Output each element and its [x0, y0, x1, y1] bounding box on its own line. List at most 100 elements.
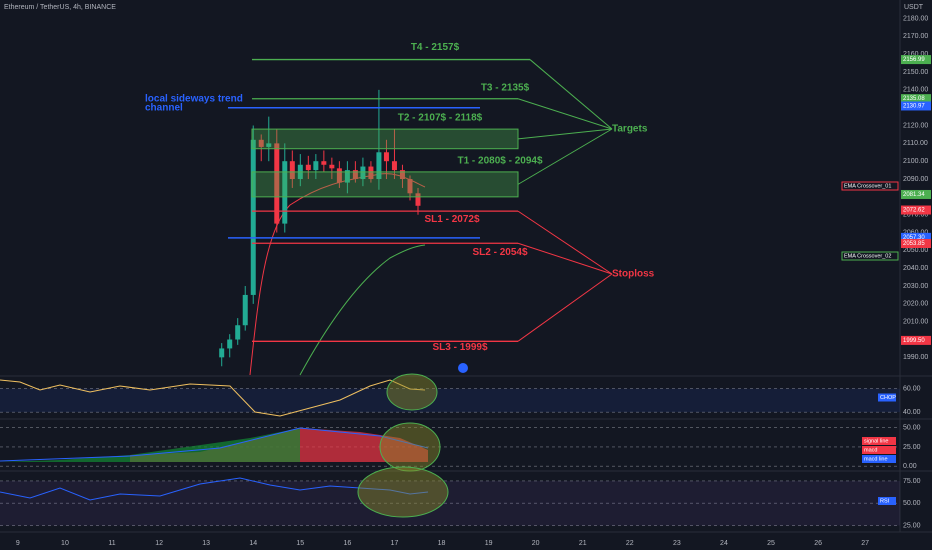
candle-body — [235, 325, 241, 340]
y-tick-label: 2150.00 — [903, 69, 928, 76]
y-tick-label: 2040.00 — [903, 265, 928, 272]
decorations — [0, 173, 468, 518]
y-tick-label: 2020.00 — [903, 301, 928, 308]
x-tick-label: 16 — [343, 540, 351, 547]
x-tick-label: 27 — [861, 540, 869, 547]
candle-body — [391, 161, 397, 171]
level-label: T4 - 2157$ — [411, 42, 460, 53]
macd-histogram-up — [0, 428, 300, 462]
candle-body — [383, 152, 389, 162]
legend-label: CHOP — [880, 395, 896, 401]
candle-body — [274, 143, 280, 224]
x-tick-label: 13 — [202, 540, 210, 547]
arrow — [517, 210, 613, 275]
candle-body — [415, 193, 421, 206]
x-tick-label: 23 — [673, 540, 681, 547]
pane-tick-label: 0.00 — [903, 463, 917, 470]
x-tick-label: 12 — [155, 540, 163, 547]
macd-line — [0, 427, 429, 462]
ema-slow — [299, 244, 426, 376]
pane-tick-label: 25.00 — [903, 444, 921, 451]
candle-body — [344, 170, 350, 183]
y-tick-label: 1990.00 — [903, 354, 928, 361]
channel-label: local sideways trend — [145, 94, 243, 105]
x-tick-label: 25 — [767, 540, 775, 547]
candle-body — [266, 143, 272, 147]
level-label: SL1 - 2072$ — [424, 214, 479, 225]
legend-label: macd — [864, 447, 877, 453]
highlight — [357, 466, 449, 518]
candle-body — [352, 170, 358, 180]
candle-body — [289, 161, 295, 180]
x-tick-label: 21 — [579, 540, 587, 547]
price-badge — [901, 335, 931, 345]
arrow — [517, 242, 613, 275]
candle-body — [368, 166, 374, 180]
legend-label: macd line — [864, 456, 888, 462]
x-tick-label: 22 — [626, 540, 634, 547]
chop-line — [0, 379, 426, 417]
candle-body — [376, 152, 382, 180]
pane-tick-label: 25.00 — [903, 522, 921, 529]
legend-badge — [862, 437, 896, 445]
price-badge — [901, 238, 931, 248]
level-label: SL2 - 2054$ — [472, 247, 527, 258]
price-badge-label: 2053.85 — [903, 241, 925, 247]
pane-band — [0, 480, 900, 526]
price-badge-label: 2081.34 — [903, 192, 925, 198]
legend-badge — [878, 497, 896, 505]
target-zone — [251, 128, 519, 150]
axis-unit: USDT — [904, 4, 924, 11]
level-label: T2 - 2107$ - 2118$ — [398, 113, 483, 124]
candle-body — [282, 161, 288, 224]
price-badge — [901, 55, 931, 65]
ema-fast — [249, 173, 426, 376]
arrow — [529, 59, 613, 130]
price-badge-label: 2135.08 — [903, 96, 925, 102]
price-badge-label: 2130.97 — [903, 104, 925, 110]
level-label: T3 - 2135$ — [481, 82, 530, 93]
y-tick-label: 2090.00 — [903, 176, 928, 183]
candle-body — [258, 139, 264, 147]
legend-label: signal line — [864, 438, 888, 444]
candle-body — [321, 161, 327, 165]
y-tick-label: 2160.00 — [903, 51, 928, 58]
legend-badge — [862, 446, 896, 454]
level-label: SL3 - 1999$ — [432, 342, 487, 353]
level-label: T1 - 2080$ - 2094$ — [457, 156, 542, 167]
y-tick-label: 2180.00 — [903, 15, 928, 22]
pane-tick-label: 50.00 — [903, 425, 921, 432]
price-badge-label: 1999.50 — [903, 338, 925, 344]
y-tick-label: 2030.00 — [903, 283, 928, 290]
candle-body — [313, 161, 319, 171]
x-tick-label: 20 — [532, 540, 540, 547]
price-badge-label: 2072.62 — [903, 208, 925, 214]
candle-body — [336, 168, 342, 183]
arrow — [517, 98, 613, 130]
candle-body — [329, 164, 335, 169]
y-tick-label: 2140.00 — [903, 87, 928, 94]
indicator-label: EMA Crossover_01 — [844, 183, 891, 189]
indicator-badge — [841, 251, 899, 261]
pane-tick-label: 50.00 — [903, 500, 921, 507]
price-badge — [901, 232, 931, 242]
indicator-badge — [841, 181, 899, 191]
candle-body — [305, 164, 311, 171]
x-tick-label: 11 — [108, 540, 115, 547]
highlight — [386, 373, 438, 411]
price-badge — [901, 101, 931, 111]
candle-body — [360, 166, 366, 180]
arrow — [517, 128, 613, 185]
price-badge — [901, 205, 931, 215]
price-badge-label: 2156.99 — [903, 57, 925, 63]
x-tick-label: 10 — [61, 540, 69, 547]
y-tick-label: 2170.00 — [903, 33, 928, 40]
candle-body — [407, 179, 413, 194]
x-tick-label: 17 — [391, 540, 399, 547]
pane-tick-label: 40.00 — [903, 409, 921, 416]
price-badge — [901, 189, 931, 199]
pane-tick-label: 75.00 — [903, 478, 921, 485]
x-tick-label: 26 — [814, 540, 822, 547]
